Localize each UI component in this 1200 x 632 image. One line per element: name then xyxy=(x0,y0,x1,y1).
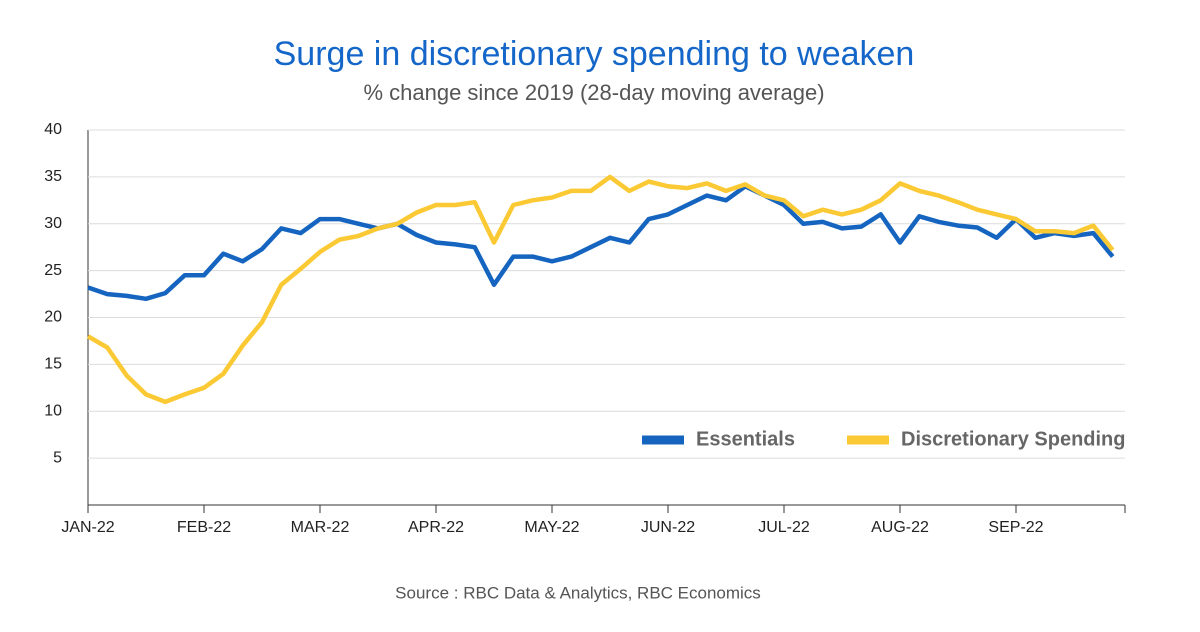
x-tick-label: APR-22 xyxy=(408,519,464,536)
x-tick-label: MAY-22 xyxy=(524,519,579,536)
x-tick-label: MAR-22 xyxy=(291,519,350,536)
y-tick-label: 5 xyxy=(53,449,62,466)
y-tick-label: 10 xyxy=(44,402,62,419)
data-line xyxy=(86,174,1115,405)
chart-subtitle: % change since 2019 (28-day moving avera… xyxy=(363,80,824,105)
y-tick-label: 20 xyxy=(44,309,62,326)
data-line xyxy=(87,184,1115,302)
legend-label: Discretionary Spending xyxy=(901,428,1126,450)
y-tick-label: 35 xyxy=(44,168,62,185)
y-tick-label: 40 xyxy=(44,121,62,138)
y-tick-label: 15 xyxy=(44,356,62,373)
y-tick-label: 25 xyxy=(44,262,62,279)
x-tick-label: SEP-22 xyxy=(988,519,1043,536)
y-tick-label: 30 xyxy=(44,215,62,232)
source-note: Source : RBC Data & Analytics, RBC Econo… xyxy=(395,583,761,602)
x-tick-label: AUG-22 xyxy=(871,519,929,536)
x-tick-label: FEB-22 xyxy=(177,519,231,536)
x-tick-label: JUN-22 xyxy=(641,519,695,536)
x-tick-label: JAN-22 xyxy=(61,519,114,536)
legend-label: Essentials xyxy=(696,428,795,450)
chart-title: Surge in discretionary spending to weake… xyxy=(274,35,915,73)
x-tick-label: JUL-22 xyxy=(758,519,810,536)
